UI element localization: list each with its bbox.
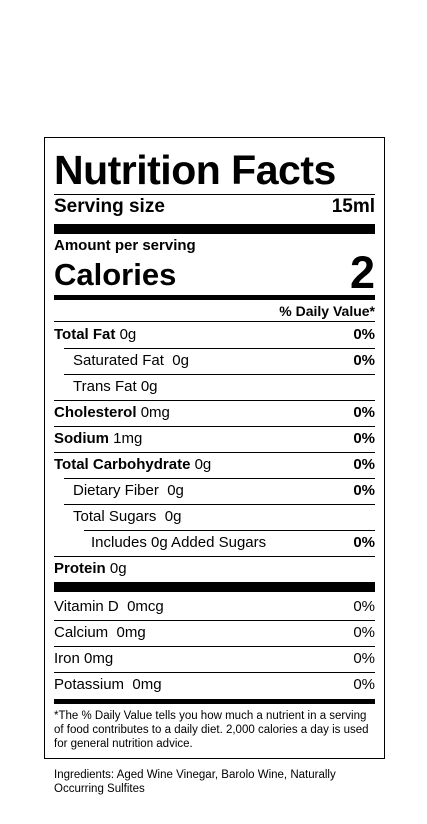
divider [54,321,375,322]
divider [54,646,375,647]
vitamin-name: Potassium [54,676,125,693]
nutrient-name: Trans Fat [73,378,137,395]
divider [64,348,375,349]
nutrition-facts-label: Nutrition Facts Serving size 15ml Amount… [44,137,385,759]
divider [54,556,375,557]
nutrient-name: Protein [54,560,106,577]
nutrient-row-protein: Protein 0g [54,556,375,582]
serving-size-row: Serving size 15ml [54,195,375,219]
nutrient-name: Total Fat [54,326,116,343]
divider [54,452,375,453]
nutrient-name: Sodium [54,430,109,447]
nutrient-row-total-carbohydrate: Total Carbohydrate 0g 0% [54,452,375,478]
nutrient-row-total-sugars: Total Sugars 0g [54,504,375,530]
medium-divider [54,699,375,704]
nutrient-name: Saturated Fat [73,352,164,369]
thick-divider [54,582,375,592]
divider [54,194,375,195]
nutrient-dv: 0% [353,352,375,369]
nutrient-amount: 0g [140,378,158,395]
thick-divider [54,224,375,234]
nutrient-amount: 1mg [113,430,143,447]
nutrient-row-sodium: Sodium 1mg 0% [54,426,375,452]
nutrient-dv: 0% [353,534,375,551]
vitamin-row-vitamin-d: Vitamin D 0mcg 0% [54,594,375,620]
vitamin-name: Iron [54,650,80,667]
calories-label: Calories [54,257,177,292]
nutrient-dv: 0% [353,456,375,473]
vitamin-dv: 0% [353,624,375,641]
vitamin-amount: 0mg [132,676,162,693]
nutrient-row-dietary-fiber: Dietary Fiber 0g 0% [54,478,375,504]
vitamin-dv: 0% [353,676,375,693]
nutrient-amount: 0g [172,352,189,369]
nutrient-name: Dietary Fiber [73,482,159,499]
divider [64,374,375,375]
nutrient-amount: 0g [167,482,184,499]
daily-value-header: % Daily Value* [279,303,375,319]
nutrient-amount: 0mg [140,404,170,421]
divider [84,530,375,531]
nutrient-name: Includes 0g Added Sugars [91,534,267,551]
divider [54,620,375,621]
nutrient-amount: 0g [164,508,182,525]
ingredients-text: Ingredients: Aged Wine Vinegar, Barolo W… [54,769,336,795]
nutrient-amount: 0g [109,560,127,577]
nutrient-name: Total Carbohydrate [54,456,191,473]
vitamin-row-potassium: Potassium 0mg 0% [54,672,375,698]
divider [64,478,375,479]
nutrient-dv: 0% [353,326,375,343]
nutrient-amount: 0g [194,456,212,473]
nutrient-amount: 0g [119,326,137,343]
vitamin-amount: 0mg [116,624,146,641]
nutrient-row-total-fat: Total Fat 0g 0% [54,322,375,348]
divider [64,504,375,505]
nutrient-row-added-sugars: Includes 0g Added Sugars 0% [54,530,375,556]
nutrient-dv: 0% [353,482,375,499]
vitamin-row-iron: Iron 0mg 0% [54,646,375,672]
amount-per-serving: Amount per serving [54,237,196,254]
serving-size-value: 15ml [331,196,375,217]
serving-size-label: Serving size [54,196,165,217]
divider [54,400,375,401]
nutrient-name: Cholesterol [54,404,137,421]
nutrient-dv: 0% [353,404,375,421]
nutrient-dv: 0% [353,430,375,447]
vitamin-name: Vitamin D [54,598,119,615]
nutrient-row-trans-fat: Trans Fat 0g [54,374,375,400]
nutrient-row-saturated-fat: Saturated Fat 0g 0% [54,348,375,374]
vitamin-name: Calcium [54,624,109,641]
vitamin-amount: 0mg [84,650,114,667]
nutrient-name: Total Sugars [73,508,157,525]
daily-value-footnote: *The % Daily Value tells you how much a … [54,710,369,750]
vitamin-dv: 0% [353,598,375,615]
medium-divider [54,295,375,300]
vitamin-row-calcium: Calcium 0mg 0% [54,620,375,646]
nutrient-row-cholesterol: Cholesterol 0mg 0% [54,400,375,426]
vitamin-amount: 0mcg [127,598,164,615]
calories-value: 2 [349,247,375,298]
divider [54,426,375,427]
label-title: Nutrition Facts [54,147,336,193]
vitamin-dv: 0% [353,650,375,667]
divider [54,672,375,673]
